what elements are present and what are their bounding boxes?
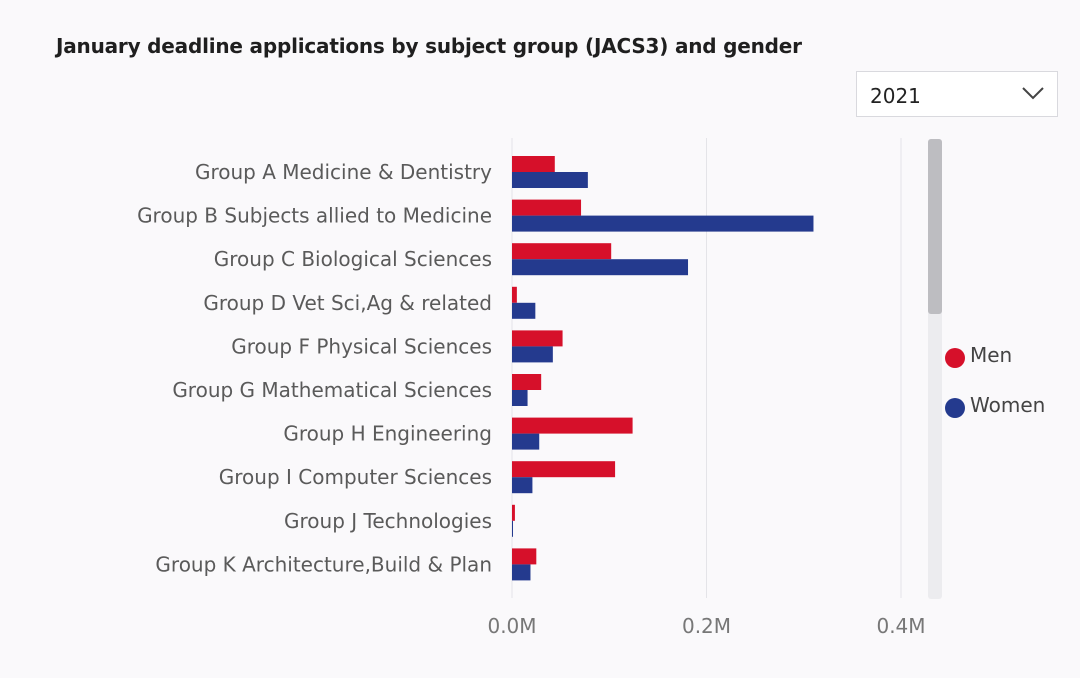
chart-scrollbar[interactable] xyxy=(928,139,942,599)
bar-men[interactable] xyxy=(512,548,537,565)
bar-men[interactable] xyxy=(512,330,563,347)
category-label: Group F Physical Sciences xyxy=(231,334,492,358)
legend-women-label: Women xyxy=(970,393,1046,417)
legend-men-marker xyxy=(945,348,965,368)
x-tick-label: 0.4M xyxy=(876,614,925,638)
bar-women[interactable] xyxy=(512,172,588,188)
chart-title: January deadline applications by subject… xyxy=(56,34,802,58)
bar-women[interactable] xyxy=(512,477,533,494)
bar-men[interactable] xyxy=(512,374,542,390)
bar-men[interactable] xyxy=(512,504,515,521)
legend-men-label: Men xyxy=(970,343,1013,367)
bar-women[interactable] xyxy=(512,215,814,232)
category-label: Group H Engineering xyxy=(283,422,492,446)
bar-men[interactable] xyxy=(512,461,616,478)
bar-women[interactable] xyxy=(512,433,540,450)
bar-women[interactable] xyxy=(512,302,536,319)
chevron-down-icon xyxy=(1022,87,1044,100)
x-tick-label: 0.2M xyxy=(682,614,731,638)
year-dropdown[interactable]: 2021 xyxy=(856,71,1058,117)
category-label: Group G Mathematical Sciences xyxy=(172,378,492,402)
category-label: Group D Vet Sci,Ag & related xyxy=(203,291,492,315)
bar-women[interactable] xyxy=(512,564,531,581)
bar-men[interactable] xyxy=(512,156,555,172)
category-label: Group A Medicine & Dentistry xyxy=(195,160,492,184)
bar-men[interactable] xyxy=(512,199,582,216)
bar-men[interactable] xyxy=(512,286,517,303)
legend-women-marker xyxy=(945,398,965,418)
year-dropdown-value: 2021 xyxy=(870,84,921,108)
x-tick-label: 0.0M xyxy=(487,614,536,638)
category-label: Group K Architecture,Build & Plan xyxy=(155,552,492,576)
bar-women[interactable] xyxy=(512,346,553,363)
bar-women[interactable] xyxy=(512,259,689,276)
category-label: Group J Technologies xyxy=(284,509,492,533)
bar-men[interactable] xyxy=(512,417,633,434)
category-label: Group I Computer Sciences xyxy=(219,465,492,489)
bar-men[interactable] xyxy=(512,243,612,260)
bar-women[interactable] xyxy=(512,520,513,537)
category-label: Group B Subjects allied to Medicine xyxy=(137,204,492,228)
scrollbar-thumb[interactable] xyxy=(928,139,942,314)
category-label: Group C Biological Sciences xyxy=(214,247,492,271)
bar-women[interactable] xyxy=(512,390,528,406)
